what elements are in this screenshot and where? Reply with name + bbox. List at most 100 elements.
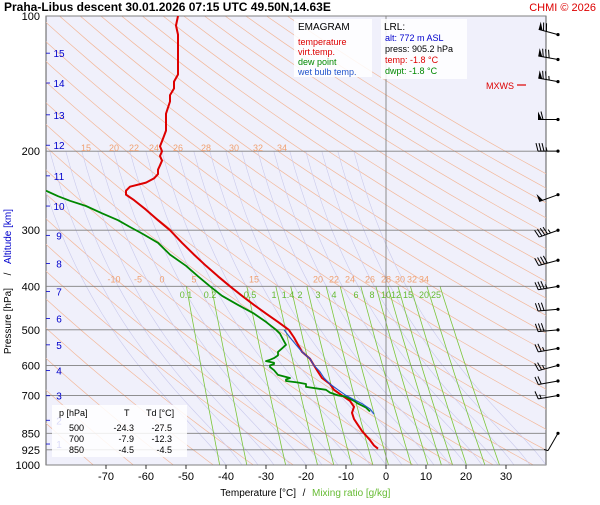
table-header-td: Td [°C] — [146, 408, 174, 418]
theta-label: 28 — [381, 274, 391, 284]
theta-label: 22 — [129, 143, 139, 153]
theta-label: 34 — [419, 274, 429, 284]
pressure-tick-label: 200 — [22, 146, 40, 158]
mixing-ratio-label: 2 — [297, 290, 302, 300]
chart-header-title: Praha-Libus descent 30.01.2026 07:15 UTC… — [4, 0, 331, 14]
table-cell: -4.5 — [156, 445, 172, 455]
altitude-tick-label: 14 — [53, 79, 65, 90]
info-title: LRL: — [384, 22, 405, 33]
legend-item-dew-point: dew point — [298, 57, 337, 67]
x-tick-label: -70 — [98, 471, 114, 483]
altitude-tick-label: 6 — [56, 315, 62, 326]
pressure-tick-label: 300 — [22, 225, 40, 237]
table-cell: -24.3 — [113, 423, 134, 433]
altitude-tick-label: 4 — [56, 367, 62, 378]
theta-label: 5 — [191, 274, 196, 284]
x-tick-label: -10 — [338, 471, 354, 483]
level-table: p [hPa] T Td [°C] 500 -24.3 -27.5 700 -7… — [52, 405, 187, 457]
altitude-tick-label: 3 — [56, 392, 62, 403]
lrl-info-box: LRL: alt: 772 m ASL press: 905.2 hPa tem… — [381, 19, 467, 79]
altitude-tick-label: 7 — [56, 288, 62, 299]
table-cell: 500 — [69, 423, 84, 433]
info-dewpoint: dwpt: -1.8 °C — [385, 66, 438, 76]
theta-label: 28 — [201, 143, 211, 153]
theta-label: 26 — [365, 274, 375, 284]
mixing-ratio-label: 15 — [403, 290, 413, 300]
y-axis-title-separator: / — [3, 272, 14, 275]
mixing-ratio-label: 3 — [315, 290, 320, 300]
theta-label: 30 — [395, 274, 405, 284]
x-tick-label: 20 — [460, 471, 472, 483]
theta-label: 34 — [277, 143, 287, 153]
theta-label: 32 — [253, 143, 263, 153]
info-temperature: temp: -1.8 °C — [385, 55, 439, 65]
altitude-tick-label: 8 — [56, 260, 62, 271]
pressure-tick-label: 700 — [22, 390, 40, 402]
theta-label: 24 — [345, 274, 355, 284]
mixing-ratio-label: 0.1 — [180, 290, 193, 300]
theta-label: 15 — [81, 143, 91, 153]
legend: EMAGRAM temperature virt.temp. dew point… — [294, 19, 372, 77]
pressure-tick-label: 500 — [22, 325, 40, 337]
theta-label: -10 — [107, 274, 120, 284]
x-axis-title-separator: / — [303, 488, 306, 499]
mixing-ratio-label: 4 — [331, 290, 336, 300]
legend-title: EMAGRAM — [298, 22, 350, 33]
altitude-tick-label: 10 — [53, 202, 65, 213]
theta-label: 22 — [329, 274, 339, 284]
copyright-label: CHMI © 2026 — [529, 2, 596, 14]
mixing-ratio-label: 10 — [381, 290, 391, 300]
info-pressure: press: 905.2 hPa — [385, 44, 453, 54]
x-tick-label: -60 — [138, 471, 154, 483]
x-axis-title: Temperature [°C] — [220, 488, 296, 499]
mxws-label: MXWS — [486, 81, 514, 91]
table-cell: -7.9 — [118, 434, 134, 444]
mixing-ratio-label: 6 — [353, 290, 358, 300]
y-axis-title: Pressure [hPa] — [3, 288, 14, 354]
table-cell: 850 — [69, 445, 84, 455]
pressure-tick-label: 600 — [22, 360, 40, 372]
legend-item-wet-bulb: wet bulb temp. — [297, 67, 357, 77]
altitude-tick-label: 11 — [54, 172, 65, 183]
table-cell: -27.5 — [151, 423, 172, 433]
table-header-p: p [hPa] — [59, 408, 88, 418]
x-tick-label: -40 — [218, 471, 234, 483]
altitude-tick-label: 5 — [56, 341, 62, 352]
x-tick-label: -50 — [178, 471, 194, 483]
theta-label: 32 — [407, 274, 417, 284]
altitude-tick-label: 9 — [56, 231, 62, 242]
theta-label: 0 — [159, 274, 164, 284]
table-header-t: T — [124, 408, 130, 418]
plot-area — [46, 16, 546, 465]
mixing-ratio-label: 0.5 — [244, 290, 257, 300]
mixing-ratio-label: 12 — [391, 290, 401, 300]
table-cell: -4.5 — [118, 445, 134, 455]
legend-item-temperature: temperature — [298, 37, 347, 47]
y-axis-title-secondary: Altitude [km] — [3, 209, 14, 264]
theta-label: 26 — [173, 143, 183, 153]
altitude-tick-label: 15 — [53, 49, 65, 60]
theta-label: 15 — [249, 274, 259, 284]
pressure-tick-label: 1000 — [16, 460, 40, 472]
altitude-tick-label: 12 — [53, 141, 65, 152]
x-axis-title-secondary: Mixing ratio [g/kg] — [312, 488, 391, 499]
theta-label: -5 — [134, 274, 142, 284]
table-cell: -12.3 — [151, 434, 172, 444]
table-cell: 700 — [69, 434, 84, 444]
x-tick-label: 10 — [420, 471, 432, 483]
mixing-ratio-label: 1 — [271, 290, 276, 300]
x-tick-label: 30 — [500, 471, 512, 483]
x-tick-label: -30 — [258, 471, 274, 483]
x-tick-label: 0 — [383, 471, 389, 483]
mixing-ratio-label: 1.4 — [282, 290, 295, 300]
mixing-ratio-label: 8 — [369, 290, 374, 300]
pressure-tick-label: 400 — [22, 281, 40, 293]
legend-item-virt-temp: virt.temp. — [298, 47, 335, 57]
theta-label: 20 — [109, 143, 119, 153]
x-tick-label: -20 — [298, 471, 314, 483]
altitude-tick-label: 13 — [53, 111, 65, 122]
mixing-ratio-label: 0.2 — [204, 290, 217, 300]
theta-label: 30 — [229, 143, 239, 153]
